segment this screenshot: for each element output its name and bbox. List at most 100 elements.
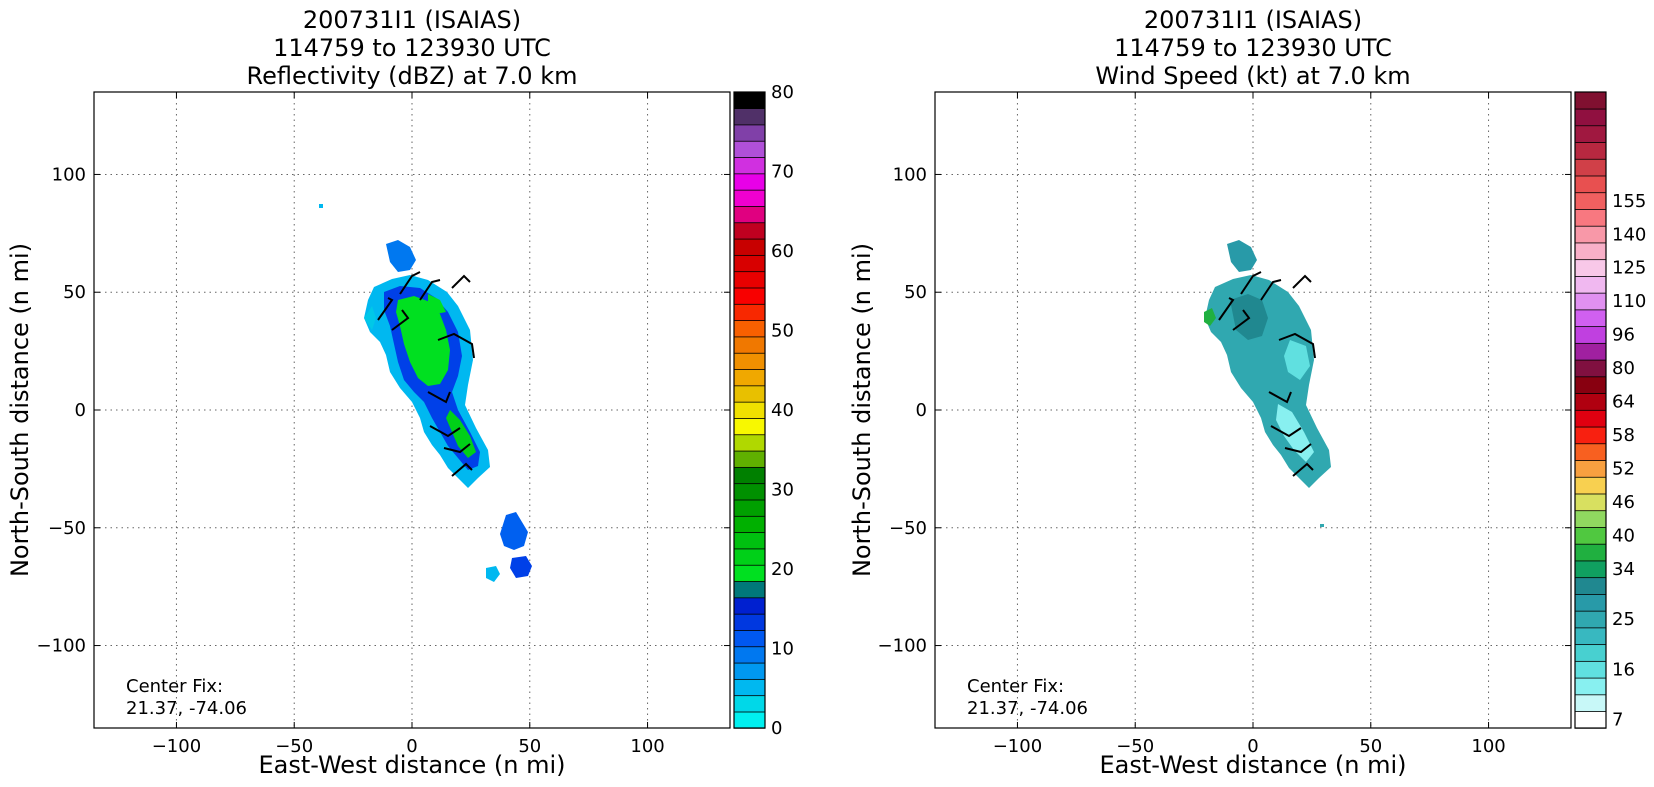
colorbar-segment — [1574, 560, 1607, 579]
plot-frame — [934, 91, 1572, 729]
x-axis-label: East-West distance (n mi) — [258, 751, 565, 779]
wind-region-mid — [1284, 340, 1310, 380]
wind-region-north — [1227, 240, 1257, 272]
colorbar-tick-label: 25 — [1612, 609, 1635, 630]
y-tick-label: −50 — [889, 518, 927, 539]
colorbar-segment — [733, 629, 766, 648]
reflectivity-field — [319, 204, 532, 582]
colorbar-segment — [1574, 443, 1607, 461]
echo-region-se-small — [486, 566, 500, 582]
colorbar-segment — [1574, 510, 1607, 528]
colorbar-segment — [1574, 710, 1607, 729]
colorbar-segment — [1574, 627, 1607, 646]
colorbar-segment — [1574, 325, 1607, 344]
colorbar-segment — [733, 222, 766, 240]
colorbar-tick-label: 140 — [1612, 224, 1646, 245]
colorbar-segment — [733, 352, 766, 370]
grid-lines — [935, 92, 1571, 728]
plot-frame — [93, 91, 731, 729]
chart-title-line-1: 200731I1 (ISAIAS) — [303, 6, 521, 34]
colorbar-segment — [1574, 125, 1607, 143]
y-tick-label: 50 — [904, 282, 927, 303]
wind-speed-field — [1204, 240, 1331, 527]
colorbar-segment — [733, 140, 766, 158]
colorbar-segment — [733, 238, 766, 256]
colorbar-segment — [1574, 275, 1607, 294]
colorbar-segment — [1574, 526, 1607, 545]
colorbar-tick-label: 34 — [1612, 559, 1635, 580]
colorbar-segment — [1574, 141, 1607, 160]
colorbar-segment — [733, 531, 766, 550]
y-axis-label: North-South distance (n mi) — [6, 243, 34, 577]
colorbar-segment — [1574, 643, 1607, 662]
y-tick-label: −100 — [878, 636, 927, 657]
colorbar-segment — [733, 156, 766, 175]
wind-barbs — [377, 271, 475, 477]
x-tick-label: −50 — [1116, 736, 1154, 757]
colorbar-segment — [733, 580, 766, 599]
axis-ticks: −100 −50 0 50 100 −100 −50 0 50 100 — [878, 92, 1571, 757]
colorbar-segment — [1574, 476, 1607, 495]
colorbar-segment — [1574, 660, 1607, 679]
colorbar-segment — [1574, 493, 1607, 512]
colorbar-tick-label: 60 — [771, 241, 794, 262]
colorbar-tick-label: 58 — [1612, 425, 1635, 446]
colorbar-tick-label: 46 — [1612, 492, 1635, 513]
colorbar-segment — [1574, 459, 1607, 478]
colorbar-tick-label: 0 — [771, 718, 782, 739]
echo-region-green-core — [396, 296, 450, 386]
colorbar-segment — [1574, 108, 1607, 127]
wind-speed-colorbar: 7 16 25 34 40 46 52 58 64 80 96 110 125 140 155 — [1574, 91, 1646, 731]
colorbar-segment — [1574, 543, 1607, 562]
chart-title-line-1: 200731I1 (ISAIAS) — [1144, 6, 1362, 34]
colorbar-tick-label: 40 — [771, 400, 794, 421]
colorbar-segment — [733, 336, 766, 354]
colorbar-segment — [733, 597, 766, 615]
colorbar-tick-label: 70 — [771, 162, 794, 183]
colorbar-tick-label: 20 — [771, 559, 794, 580]
colorbar-segment — [733, 107, 766, 126]
x-tick-label: 100 — [1471, 736, 1505, 757]
y-tick-label: −100 — [37, 636, 86, 657]
colorbar-tick-label: 64 — [1612, 392, 1635, 413]
colorbar-segment — [733, 368, 766, 387]
colorbar-segment — [733, 254, 766, 273]
center-fix-label: Center Fix: — [967, 676, 1064, 697]
colorbar-segment — [733, 173, 766, 191]
colorbar-segment — [1574, 342, 1607, 361]
colorbar-segment — [1574, 225, 1607, 244]
colorbar-segment — [733, 303, 766, 322]
colorbar-tick-label: 30 — [771, 480, 794, 501]
grid-lines — [94, 92, 730, 728]
colorbar-tick-label: 155 — [1612, 191, 1646, 212]
x-tick-label: 50 — [1359, 736, 1382, 757]
colorbar-segment — [733, 694, 766, 713]
colorbar-segment — [733, 385, 766, 403]
colorbar-segment — [733, 711, 766, 729]
colorbar-tick-label: 96 — [1612, 325, 1635, 346]
colorbar-segment — [733, 270, 766, 289]
colorbar-segment — [1574, 91, 1607, 110]
colorbar-segment — [1574, 158, 1607, 177]
colorbar-segment — [733, 548, 766, 566]
wind-region-green — [1204, 308, 1216, 326]
colorbar-segment — [733, 515, 766, 534]
x-tick-label: −100 — [993, 736, 1042, 757]
colorbar-segment — [733, 189, 766, 207]
y-axis-label: North-South distance (n mi) — [848, 243, 876, 577]
reflectivity-colorbar: 0 10 20 30 40 50 60 70 80 — [733, 82, 794, 739]
x-axis-label: East-West distance (n mi) — [1099, 751, 1406, 779]
colorbar-segment — [733, 662, 766, 680]
wind-region-isolated — [1320, 524, 1324, 527]
y-tick-label: 100 — [52, 164, 86, 185]
colorbar-tick-label: 80 — [1612, 358, 1635, 379]
colorbar-segment — [733, 401, 766, 419]
center-fix-value: 21.37, -74.06 — [967, 698, 1088, 719]
chart-title-line-3: Wind Speed (kt) at 7.0 km — [1095, 62, 1410, 90]
echo-region-isolated — [319, 204, 323, 208]
x-tick-label: 50 — [518, 736, 541, 757]
colorbar-tick-label: 16 — [1612, 659, 1635, 680]
colorbar-segment — [733, 499, 766, 517]
echo-region-green-ne — [428, 294, 446, 314]
